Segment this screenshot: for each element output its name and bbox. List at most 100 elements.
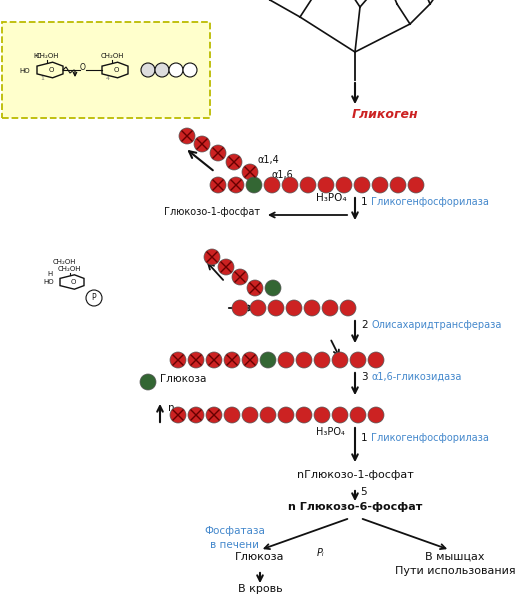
Circle shape <box>188 407 204 423</box>
Text: 1: 1 <box>40 76 44 81</box>
Text: H: H <box>47 271 52 277</box>
Circle shape <box>242 407 258 423</box>
Circle shape <box>300 177 316 193</box>
Text: H₃PO₄: H₃PO₄ <box>316 193 347 203</box>
Circle shape <box>372 177 388 193</box>
Circle shape <box>170 352 186 368</box>
Circle shape <box>206 352 222 368</box>
Circle shape <box>314 407 330 423</box>
Circle shape <box>188 352 204 368</box>
Text: nГлюкозо-1-фосфат: nГлюкозо-1-фосфат <box>297 470 413 480</box>
Text: O: O <box>80 63 86 72</box>
Circle shape <box>86 290 102 306</box>
Circle shape <box>264 177 280 193</box>
Text: α1,4: α1,4 <box>258 155 280 165</box>
Text: Pᵢ: Pᵢ <box>317 548 324 558</box>
Text: 2: 2 <box>361 320 368 330</box>
Circle shape <box>232 300 248 316</box>
Text: α1,6-гликозидаза: α1,6-гликозидаза <box>371 372 462 382</box>
Text: Пути использования: Пути использования <box>395 566 515 576</box>
Text: O: O <box>113 67 119 73</box>
Text: 1: 1 <box>361 197 368 207</box>
Text: α1,6: α1,6 <box>271 170 293 180</box>
Circle shape <box>170 407 186 423</box>
Circle shape <box>183 63 197 77</box>
Circle shape <box>368 407 384 423</box>
Text: Фосфатаза
в печени: Фосфатаза в печени <box>205 527 266 550</box>
Circle shape <box>304 300 320 316</box>
Text: n: n <box>168 403 174 413</box>
Text: n Глюкозо-6-фосфат: n Глюкозо-6-фосфат <box>288 502 422 512</box>
Circle shape <box>296 352 312 368</box>
Circle shape <box>224 352 240 368</box>
Text: Олисахаридтрансфераза: Олисахаридтрансфераза <box>371 320 501 330</box>
Text: Глюкозо-1-фосфат: Глюкозо-1-фосфат <box>164 207 260 217</box>
Text: В мышцах: В мышцах <box>425 552 485 562</box>
Circle shape <box>278 407 294 423</box>
Text: P: P <box>92 294 96 302</box>
Circle shape <box>314 352 330 368</box>
Circle shape <box>210 177 226 193</box>
Circle shape <box>332 352 348 368</box>
Text: 4: 4 <box>105 76 109 81</box>
Circle shape <box>296 407 312 423</box>
Text: O: O <box>70 279 76 285</box>
Text: CH₂OH: CH₂OH <box>52 259 76 265</box>
Circle shape <box>282 177 298 193</box>
FancyBboxPatch shape <box>2 22 210 118</box>
Circle shape <box>226 154 242 170</box>
Text: Гликогенфосфорилаза: Гликогенфосфорилаза <box>371 197 489 207</box>
Text: Гликогенфосфорилаза: Гликогенфосфорилаза <box>371 433 489 443</box>
Circle shape <box>340 300 356 316</box>
Circle shape <box>350 407 366 423</box>
Circle shape <box>140 374 156 390</box>
Circle shape <box>265 280 281 296</box>
Circle shape <box>336 177 352 193</box>
Circle shape <box>242 352 258 368</box>
Text: CH₂OH: CH₂OH <box>36 53 59 59</box>
Circle shape <box>318 177 334 193</box>
Circle shape <box>368 352 384 368</box>
Text: HO: HO <box>43 279 54 285</box>
Circle shape <box>354 177 370 193</box>
Text: CH₂OH: CH₂OH <box>101 53 124 59</box>
Circle shape <box>210 145 226 161</box>
Text: HO: HO <box>20 68 31 74</box>
Circle shape <box>242 164 258 180</box>
Text: Глюкоза: Глюкоза <box>160 374 206 384</box>
Circle shape <box>332 407 348 423</box>
Circle shape <box>141 63 155 77</box>
Circle shape <box>322 300 338 316</box>
Circle shape <box>260 407 276 423</box>
Circle shape <box>390 177 406 193</box>
Text: Глюкоза: Глюкоза <box>235 552 285 562</box>
Circle shape <box>179 128 195 144</box>
Circle shape <box>246 177 262 193</box>
Circle shape <box>206 407 222 423</box>
Circle shape <box>232 269 248 285</box>
Circle shape <box>224 407 240 423</box>
Text: H: H <box>33 53 39 59</box>
Circle shape <box>408 177 424 193</box>
Text: CH₂OH: CH₂OH <box>58 266 81 272</box>
Circle shape <box>278 352 294 368</box>
Text: O: O <box>49 67 54 73</box>
Circle shape <box>260 352 276 368</box>
Circle shape <box>268 300 284 316</box>
Circle shape <box>250 300 266 316</box>
Circle shape <box>218 259 234 275</box>
Circle shape <box>155 63 169 77</box>
Circle shape <box>286 300 302 316</box>
Circle shape <box>350 352 366 368</box>
Text: 1: 1 <box>361 433 368 443</box>
Circle shape <box>194 136 210 152</box>
Circle shape <box>169 63 183 77</box>
Text: 5: 5 <box>360 487 367 497</box>
Text: 3: 3 <box>361 372 368 382</box>
Circle shape <box>204 249 220 265</box>
Circle shape <box>247 280 263 296</box>
Circle shape <box>228 177 244 193</box>
Text: H₃PO₄: H₃PO₄ <box>316 427 345 437</box>
Text: Гликоген: Гликоген <box>352 108 418 121</box>
Text: В кровь: В кровь <box>237 584 282 594</box>
